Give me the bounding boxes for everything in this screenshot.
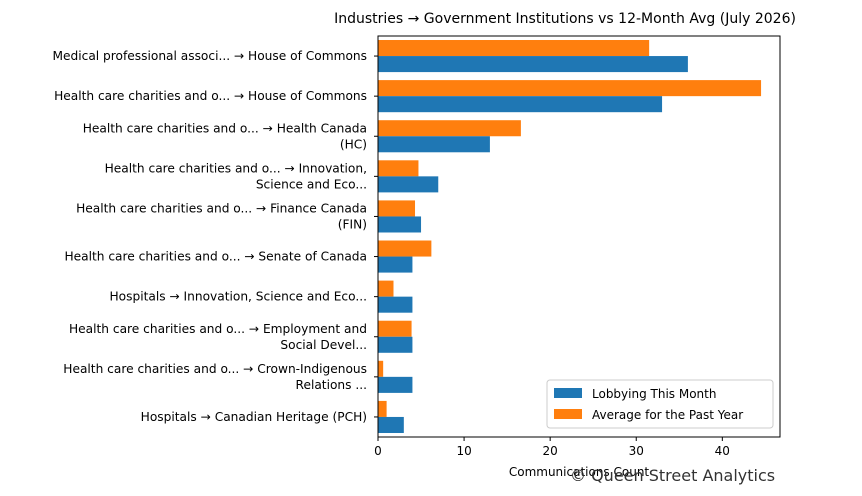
- x-axis-label: Communications Count: [509, 465, 650, 479]
- legend: Lobbying This Month Average for the Past …: [546, 379, 774, 429]
- y-tick-label: Health care charities and o... → Employm…: [69, 322, 367, 336]
- bar-average-past-year: [378, 360, 384, 377]
- y-tick-label: Relations ...: [296, 378, 367, 392]
- y-tick-label: Health care charities and o... → Crown-I…: [63, 362, 367, 376]
- bar-lobbying-this-month: [378, 296, 413, 313]
- bar-lobbying-this-month: [378, 96, 663, 113]
- bars-layer: [378, 40, 762, 433]
- x-tick-label: 0: [374, 444, 382, 458]
- x-axis: 0 10 20 30 40: [374, 437, 730, 458]
- legend-label: Average for the Past Year: [592, 408, 743, 422]
- legend-swatch: [554, 388, 582, 398]
- bar-average-past-year: [378, 240, 432, 257]
- y-tick-label: Health care charities and o... → Innovat…: [105, 161, 367, 175]
- y-tick-label: Hospitals → Canadian Heritage (PCH): [141, 410, 367, 424]
- bar-lobbying-this-month: [378, 416, 404, 433]
- bar-lobbying-this-month: [378, 176, 439, 193]
- x-tick-label: 40: [715, 444, 730, 458]
- bar-average-past-year: [378, 40, 650, 57]
- watermark: © Queen Street Analytics: [570, 466, 776, 485]
- bar-average-past-year: [378, 320, 412, 337]
- y-tick-label: (FIN): [338, 217, 367, 231]
- bar-lobbying-this-month: [378, 56, 688, 73]
- x-tick-label: 20: [543, 444, 558, 458]
- legend-box: [546, 379, 774, 429]
- bar-average-past-year: [378, 200, 416, 217]
- y-tick-label: (HC): [340, 137, 367, 151]
- bar-lobbying-this-month: [378, 376, 413, 393]
- bar-lobbying-this-month: [378, 136, 490, 153]
- y-tick-label: Social Devel...: [280, 338, 367, 352]
- bar-lobbying-this-month: [378, 216, 422, 233]
- y-tick-label: Hospitals → Innovation, Science and Eco.…: [110, 290, 368, 304]
- y-tick-label: Medical professional associ... → House o…: [52, 49, 367, 63]
- legend-label: Lobbying This Month: [592, 387, 716, 401]
- plot-frame: [377, 35, 781, 438]
- y-tick-label: Science and Eco...: [256, 177, 367, 191]
- chart-title: Industries → Government Institutions vs …: [334, 11, 796, 27]
- bar-average-past-year: [378, 400, 387, 417]
- bar-average-past-year: [378, 80, 762, 97]
- bar-average-past-year: [378, 160, 419, 177]
- bar-lobbying-this-month: [378, 336, 413, 353]
- y-tick-label: Health care charities and o... → Finance…: [76, 201, 367, 215]
- bar-average-past-year: [378, 120, 521, 137]
- y-axis: Medical professional associ... → House o…: [52, 49, 378, 424]
- x-tick-label: 10: [456, 444, 471, 458]
- legend-swatch: [554, 409, 582, 419]
- bar-average-past-year: [378, 280, 394, 297]
- y-tick-label: Health care charities and o... → House o…: [54, 89, 367, 103]
- y-tick-label: Health care charities and o... → Health …: [83, 121, 367, 135]
- y-tick-label: Health care charities and o... → Senate …: [64, 250, 367, 264]
- x-tick-label: 30: [629, 444, 644, 458]
- bar-lobbying-this-month: [378, 256, 413, 273]
